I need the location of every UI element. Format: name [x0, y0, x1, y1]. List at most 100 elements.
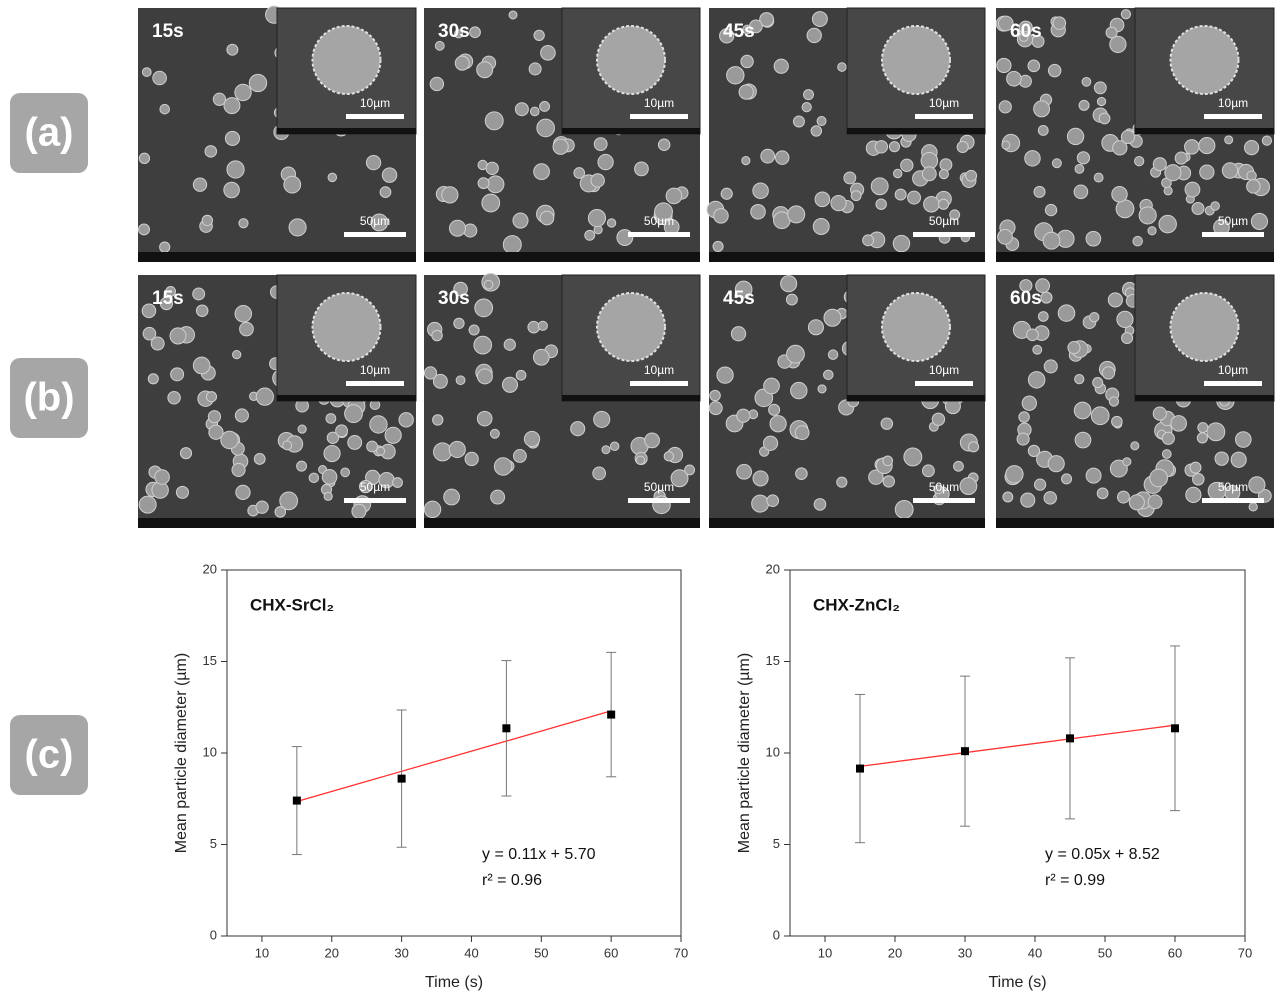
- particle: [1043, 359, 1058, 374]
- particle: [1096, 487, 1109, 500]
- particle: [663, 451, 675, 462]
- scale-label: 50µm: [1218, 480, 1248, 494]
- particle: [1248, 502, 1258, 512]
- particle: [508, 10, 518, 20]
- particle: [208, 424, 224, 440]
- particle: [1116, 310, 1134, 329]
- inset-info-bar: [1135, 128, 1274, 134]
- particle: [956, 140, 969, 154]
- scale-bar: [628, 232, 690, 237]
- particle: [1027, 371, 1046, 389]
- particle: [1109, 35, 1127, 54]
- particle: [768, 403, 781, 416]
- particle: [1197, 422, 1209, 434]
- particle: [762, 435, 779, 451]
- particle: [351, 503, 367, 519]
- particle: [760, 148, 776, 164]
- particle: [827, 349, 839, 360]
- particle: [817, 384, 827, 394]
- particle: [527, 320, 541, 334]
- info-bar: [138, 252, 416, 262]
- particle: [716, 366, 734, 384]
- particle: [1019, 279, 1033, 293]
- info-bar: [424, 252, 700, 262]
- scale-label: 50µm: [360, 214, 390, 228]
- particle: [1108, 396, 1120, 407]
- particle: [159, 296, 174, 311]
- particle: [1210, 201, 1220, 211]
- particle: [512, 212, 529, 229]
- particle: [570, 421, 586, 437]
- particle: [366, 440, 378, 453]
- particle: [255, 387, 274, 406]
- particle: [483, 279, 494, 290]
- particle: [226, 43, 239, 56]
- particle: [297, 424, 307, 434]
- particle: [490, 489, 506, 505]
- particle: [597, 153, 614, 171]
- particle: [532, 348, 550, 366]
- inset-info-bar: [277, 395, 416, 401]
- particle: [1191, 201, 1205, 215]
- x-tick-label: 30: [394, 945, 408, 960]
- particle: [730, 326, 747, 342]
- panel-label-box: [10, 93, 88, 173]
- particle: [493, 457, 513, 476]
- particle: [201, 214, 213, 227]
- particle: [477, 177, 490, 190]
- particle: [786, 344, 805, 364]
- inset-info-bar: [847, 128, 985, 134]
- particle: [481, 193, 501, 213]
- particle: [175, 485, 189, 499]
- particle: [344, 404, 363, 424]
- particle: [533, 29, 545, 42]
- particle: [192, 287, 206, 301]
- data-point: [502, 724, 511, 733]
- particle: [794, 425, 810, 441]
- particle: [1067, 341, 1081, 355]
- y-axis-label: Mean particle diameter (µm): [736, 653, 753, 853]
- scale-bar: [628, 498, 690, 503]
- particle: [780, 275, 798, 293]
- particle: [138, 152, 151, 164]
- particle: [503, 338, 516, 351]
- time-label: 30s: [438, 21, 470, 42]
- particle: [814, 191, 831, 208]
- particle: [949, 209, 961, 221]
- inset-scale-label: 10µm: [644, 96, 674, 110]
- x-axis-label: Time (s): [988, 974, 1046, 991]
- particle: [1120, 129, 1135, 145]
- particle: [486, 175, 505, 194]
- info-bar: [138, 518, 416, 528]
- particle: [239, 321, 254, 337]
- particle: [308, 472, 320, 484]
- particle: [609, 441, 620, 451]
- particle: [1121, 332, 1134, 345]
- particle: [823, 369, 834, 381]
- particle: [923, 195, 940, 213]
- particle: [1085, 230, 1102, 247]
- particle: [750, 204, 766, 220]
- time-label: 60s: [1010, 21, 1042, 42]
- particle: [803, 89, 815, 101]
- particle: [141, 303, 157, 319]
- fit-annotation: r² = 0.99: [1045, 872, 1105, 889]
- particle: [248, 73, 268, 93]
- particle: [476, 410, 493, 427]
- particle: [433, 442, 453, 462]
- particle: [616, 229, 634, 246]
- particle: [712, 240, 724, 252]
- time-label: 30s: [438, 288, 470, 309]
- particle: [998, 100, 1012, 114]
- x-tick-label: 50: [534, 945, 548, 960]
- particle: [634, 161, 649, 177]
- particle: [1174, 151, 1188, 165]
- particle: [921, 464, 935, 478]
- particle: [1027, 59, 1041, 73]
- particle: [1115, 199, 1135, 219]
- particle: [644, 432, 660, 449]
- particle: [1111, 186, 1128, 203]
- particle: [238, 218, 249, 229]
- particle: [766, 494, 780, 508]
- particle: [1089, 311, 1100, 323]
